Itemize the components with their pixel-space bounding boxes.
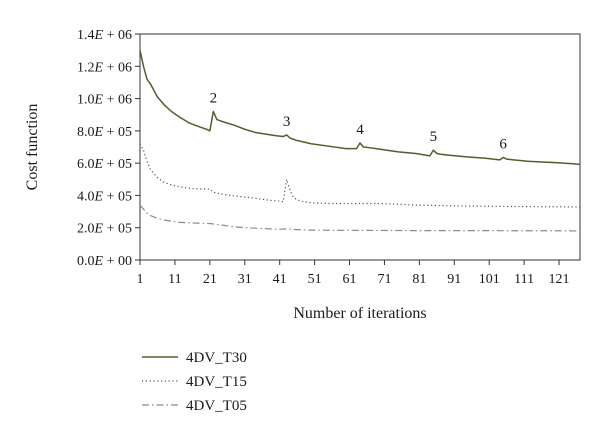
y-axis-title: Cost function	[24, 104, 41, 191]
x-tick-label: 51	[308, 272, 322, 287]
x-tick-label: 11	[168, 272, 181, 287]
series-layer	[139, 49, 581, 232]
x-tick-label: 101	[479, 272, 500, 287]
x-tick-label: 31	[238, 272, 252, 287]
series-line-2	[139, 204, 581, 232]
x-tick-label: 121	[549, 272, 570, 287]
legend-label: 4DV_T30	[186, 350, 247, 366]
y-tick-label: 8.0E + 05	[77, 125, 132, 140]
y-axis-ticks: 0.0E + 00 2.0E + 05 4.0E + 05 6.0E + 05 8.0E…	[77, 28, 140, 269]
annotation-label: 4	[356, 122, 364, 138]
series-line-1	[139, 143, 581, 208]
series-line-0	[139, 49, 581, 166]
annotations-layer: 2 3 4 5 6	[210, 90, 508, 152]
x-tick-label: 61	[343, 272, 357, 287]
y-tick-label: 2.0E + 05	[77, 222, 132, 237]
x-axis-ticks: 1 11 21 31 41 51 61 71 81 91 101 111 121	[137, 260, 570, 287]
annotation-label: 6	[499, 136, 507, 152]
y-tick-label: 4.0E + 05	[77, 189, 132, 204]
plot-frame	[139, 33, 581, 261]
x-tick-label: 111	[514, 272, 534, 287]
x-tick-label: 71	[377, 272, 391, 287]
legend-label: 4DV_T05	[186, 398, 247, 414]
legend-label: 4DV_T15	[186, 374, 247, 390]
annotation-label: 2	[210, 90, 218, 106]
y-tick-label: 1.4E + 06	[77, 28, 132, 43]
y-tick-label: 1.0E + 06	[77, 93, 132, 108]
x-tick-label: 1	[137, 272, 144, 287]
x-tick-label: 81	[412, 272, 426, 287]
y-tick-label: 1.2E + 06	[77, 60, 132, 75]
x-tick-label: 91	[447, 272, 461, 287]
y-tick-label: 0.0E + 00	[77, 254, 132, 269]
annotation-label: 5	[430, 129, 438, 145]
y-tick-label: 6.0E + 05	[77, 157, 132, 172]
legend: 4DV_T30 4DV_T15 4DV_T05	[142, 350, 247, 414]
x-tick-label: 21	[203, 272, 217, 287]
annotation-label: 3	[283, 114, 291, 130]
x-tick-label: 41	[273, 272, 287, 287]
x-axis-title: Number of iterations	[293, 305, 426, 322]
